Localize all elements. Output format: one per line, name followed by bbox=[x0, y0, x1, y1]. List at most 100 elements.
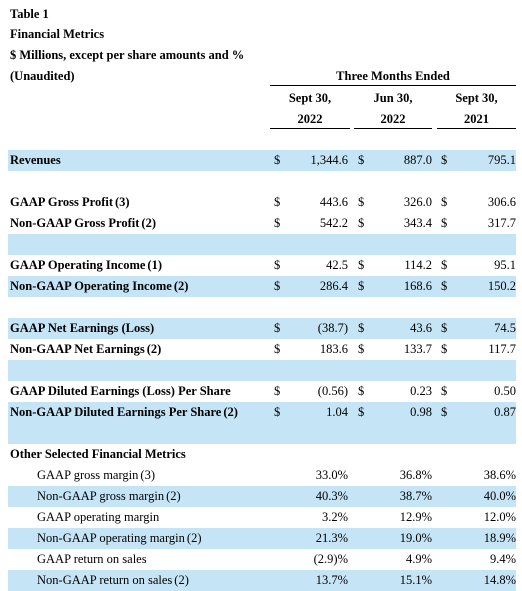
currency-symbol: $ bbox=[274, 384, 281, 398]
row-label-text: Non-GAAP Operating Income bbox=[10, 279, 172, 293]
col1-underline bbox=[270, 128, 350, 129]
currency-symbol: $ bbox=[358, 384, 365, 398]
table-row: Non-GAAP return on sales (2) 13.7% 15.1% 14.… bbox=[8, 570, 516, 591]
table-row: GAAP Operating Income (1) $42.5 $114.2 $95.1 bbox=[8, 255, 516, 276]
currency-symbol: $ bbox=[358, 153, 365, 167]
cell-value: 306.6 bbox=[487, 195, 516, 209]
cell-value: 183.6 bbox=[319, 342, 348, 356]
table-row: GAAP Net Earnings (Loss) $ (38.7) $43.6 $74.… bbox=[8, 318, 516, 339]
cell-value: 21.3% bbox=[315, 531, 348, 545]
cell-value: 117.7 bbox=[488, 342, 516, 356]
cell-value: 36.8% bbox=[399, 468, 432, 482]
currency-symbol: $ bbox=[358, 342, 365, 356]
cell-value: 0.50 bbox=[494, 384, 516, 398]
cell-value: 33.0% bbox=[315, 468, 348, 482]
currency-symbol: $ bbox=[441, 384, 448, 398]
footnote-ref: (2) bbox=[146, 342, 162, 356]
row-label: Revenues bbox=[10, 150, 63, 171]
cell-value: 1,344.6 bbox=[310, 153, 349, 167]
table-row: Non-GAAP gross margin (2) 40.3% 38.7% 40.0% bbox=[8, 486, 516, 507]
row-label: Non-GAAP Diluted Earnings Per Share (2) bbox=[10, 402, 238, 423]
period-group-underline bbox=[270, 85, 516, 86]
footnote-ref: (2) bbox=[173, 279, 189, 293]
col1-line1: Sept 30, bbox=[288, 91, 332, 105]
col3-line2: 2021 bbox=[464, 112, 489, 126]
footnote-ref: (3) bbox=[140, 468, 155, 482]
cell-value: 42.5 bbox=[326, 258, 348, 272]
cell-value: 286.4 bbox=[319, 279, 348, 293]
row-label: GAAP Operating Income (1) bbox=[10, 255, 162, 276]
footnote-ref: (2) bbox=[141, 216, 156, 230]
table-row: Non-GAAP Operating Income (2) $286.4 $168.6… bbox=[8, 276, 516, 297]
cell-value: 114.2 bbox=[404, 258, 432, 272]
col1-line2: 2022 bbox=[297, 112, 323, 126]
table-row bbox=[8, 528, 516, 549]
cell-value: (38.7) bbox=[317, 321, 348, 335]
row-label: GAAP Gross Profit (3) bbox=[10, 192, 130, 213]
cell-value: 150.2 bbox=[487, 279, 516, 293]
currency-symbol: $ bbox=[358, 258, 365, 272]
footnote-ref: (1) bbox=[147, 258, 162, 272]
cell-value: 40.0% bbox=[483, 489, 516, 503]
table-row: Non-GAAP Net Earnings (2) $183.6 $133.7 $117… bbox=[8, 339, 516, 360]
currency-symbol: $ bbox=[441, 342, 448, 356]
cell-value: 43.6 bbox=[410, 321, 432, 335]
table-title: Financial Metrics bbox=[10, 27, 105, 41]
currency-symbol: $ bbox=[274, 153, 281, 167]
footnote-ref: (3) bbox=[115, 195, 130, 209]
table-row: GAAP gross margin (3) 33.0% 36.8% 38.6% bbox=[8, 465, 516, 486]
table-row bbox=[8, 570, 516, 591]
row-label: GAAP operating margin bbox=[37, 507, 161, 528]
table-row: Revenues $1,344.6 $887.0 $795.1 bbox=[8, 150, 516, 171]
table-row bbox=[8, 276, 516, 297]
currency-symbol: $ bbox=[358, 195, 365, 209]
cell-value: 795.1 bbox=[487, 153, 516, 167]
currency-symbol: $ bbox=[274, 342, 281, 356]
col2-line2: 2022 bbox=[380, 112, 406, 126]
cell-value: 12.9% bbox=[399, 510, 432, 524]
row-label-text: Non-GAAP gross margin bbox=[37, 489, 165, 503]
cell-value: (0.56) bbox=[317, 384, 348, 398]
cell-value: 133.7 bbox=[403, 342, 432, 356]
currency-symbol: $ bbox=[441, 321, 448, 335]
cell-value: 0.87 bbox=[494, 405, 516, 419]
currency-symbol: $ bbox=[441, 195, 448, 209]
spacer-band bbox=[8, 234, 516, 255]
row-label: Non-GAAP Operating Income (2) bbox=[10, 276, 188, 297]
table-row bbox=[8, 402, 516, 423]
currency-symbol: $ bbox=[274, 258, 281, 272]
row-label: Non-GAAP operating margin (2) bbox=[37, 528, 201, 549]
cell-value: 4.9% bbox=[405, 552, 432, 566]
cell-value: 13.7% bbox=[315, 573, 348, 587]
cell-value: 19.0% bbox=[399, 531, 432, 545]
row-label: GAAP gross margin (3) bbox=[37, 465, 155, 486]
cell-value: 74.5 bbox=[494, 321, 516, 335]
row-label-text: GAAP Diluted Earnings (Loss) Per Share bbox=[10, 384, 231, 398]
cell-value: 38.6% bbox=[483, 468, 516, 482]
cell-value: 9.4% bbox=[489, 552, 516, 566]
table-row: Non-GAAP Diluted Earnings Per Share (2) $1… bbox=[8, 402, 516, 423]
row-label-text: Non-GAAP Gross Profit bbox=[10, 216, 140, 230]
currency-symbol: $ bbox=[441, 279, 448, 293]
cell-value: 0.23 bbox=[410, 384, 432, 398]
col2-underline bbox=[354, 128, 432, 129]
row-label: GAAP Diluted Earnings (Loss) Per Share bbox=[10, 381, 233, 402]
currency-symbol: $ bbox=[441, 405, 448, 419]
row-label: GAAP Net Earnings (Loss) bbox=[10, 318, 156, 339]
cell-value: 326.0 bbox=[403, 195, 432, 209]
row-label: Non-GAAP Net Earnings (2) bbox=[10, 339, 161, 360]
currency-symbol: $ bbox=[274, 216, 281, 230]
cell-value: 542.2 bbox=[319, 216, 348, 230]
footnote-ref: (2) bbox=[223, 405, 238, 419]
row-label-text: Non-GAAP Net Earnings bbox=[10, 342, 145, 356]
cell-value: (2.9)% bbox=[313, 552, 348, 566]
section-heading: Other Selected Financial Metrics bbox=[10, 447, 186, 461]
row-label: GAAP return on sales bbox=[37, 549, 149, 570]
cell-value: 40.3% bbox=[315, 489, 348, 503]
table-row bbox=[8, 150, 516, 171]
units-note: $ Millions, except per share amounts and… bbox=[10, 48, 245, 62]
table-row bbox=[8, 318, 516, 339]
currency-symbol: $ bbox=[441, 216, 448, 230]
table-row: GAAP operating margin 3.2% 12.9% 12.0% bbox=[8, 507, 516, 528]
cell-value: 443.6 bbox=[319, 195, 348, 209]
